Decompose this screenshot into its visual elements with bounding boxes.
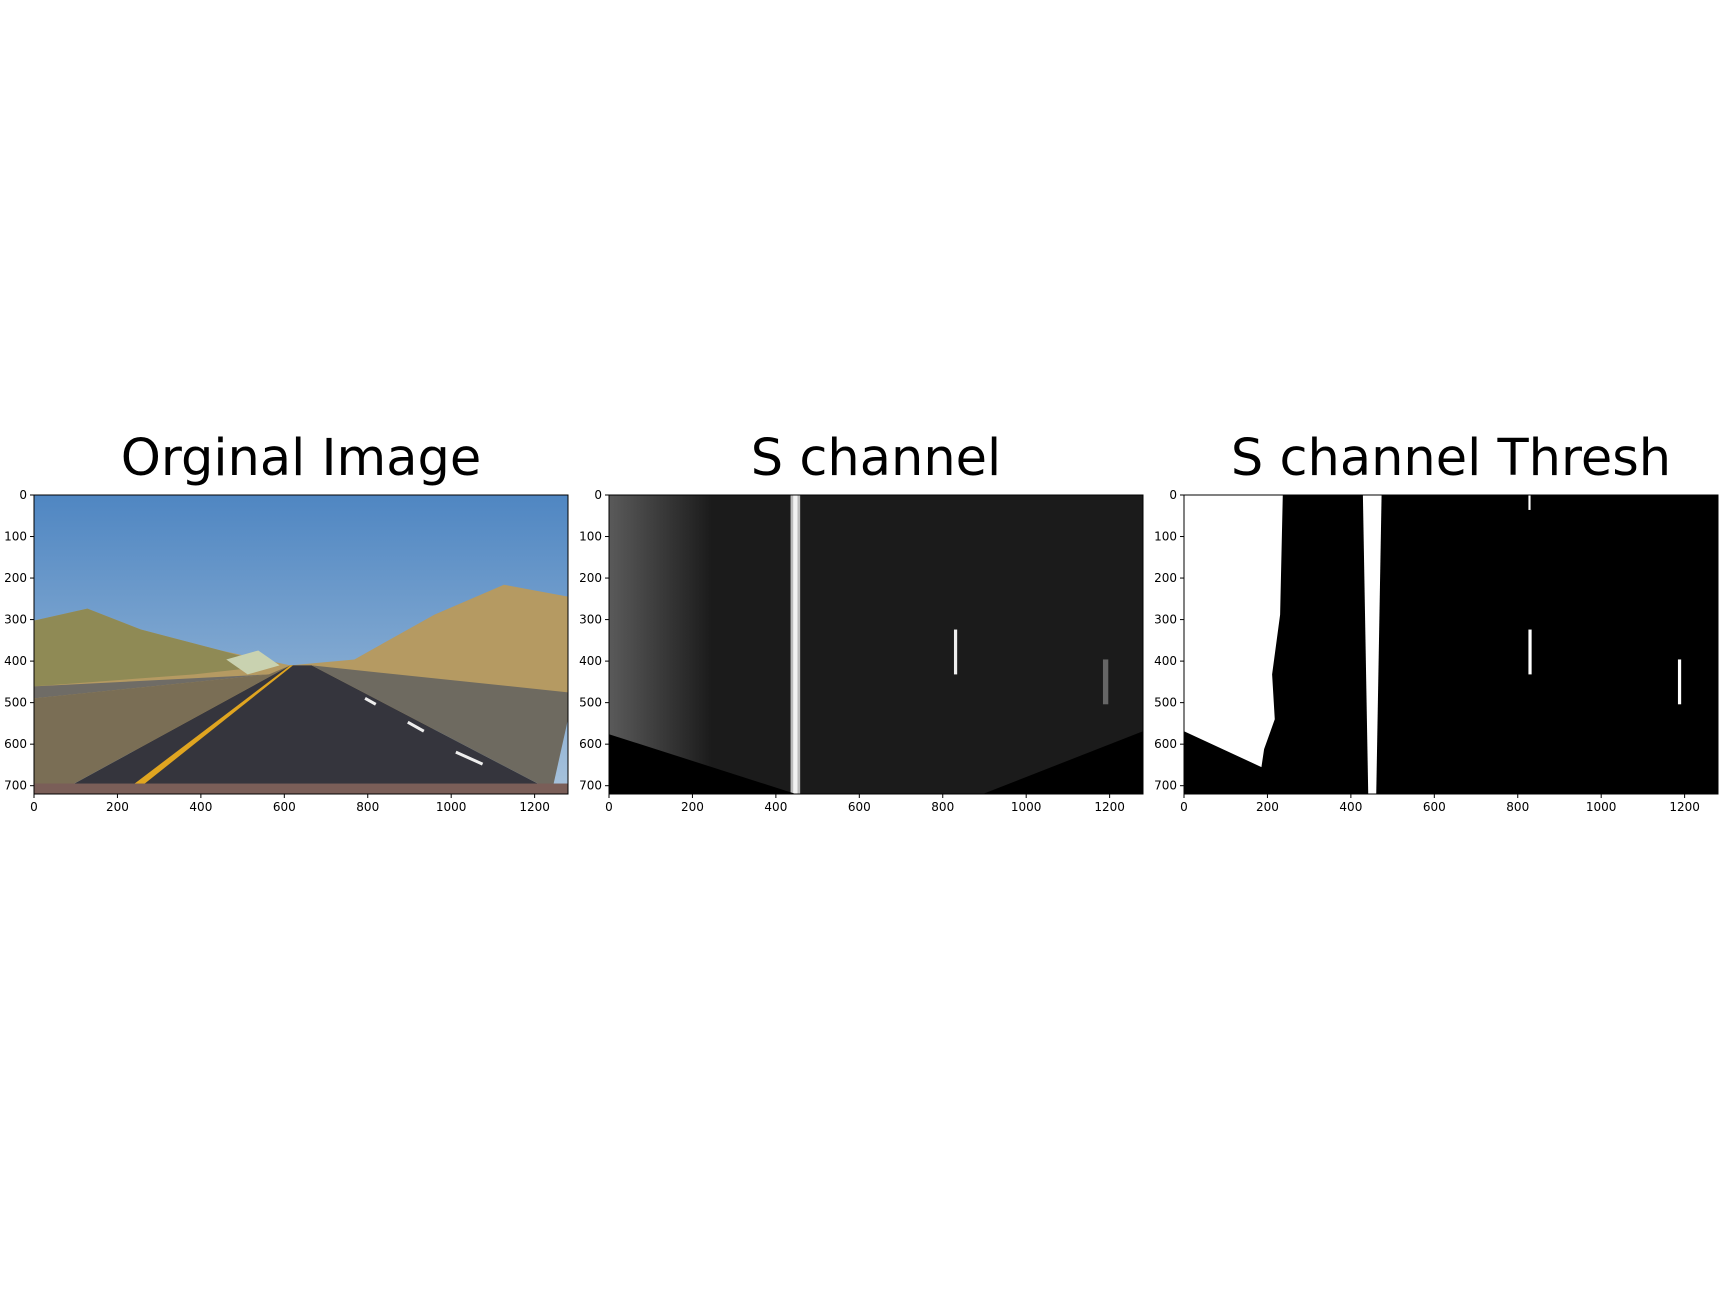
x-tick-label: 800 [931,800,954,814]
image-region [226,650,280,675]
image-region [1102,659,1109,705]
image-region [34,665,291,792]
y-tick-label: 200 [1154,571,1177,585]
image-region [1528,629,1532,675]
x-tick-label: 1000 [1586,800,1617,814]
x-tick-label: 800 [1506,800,1529,814]
y-tick-label: 700 [1154,779,1177,793]
image-region [364,697,377,706]
x-tick-label: 600 [1423,800,1446,814]
image-region [34,608,275,687]
image-region [1184,495,1283,768]
panel-title: Orginal Image [121,429,481,488]
y-tick-label: 700 [4,779,27,793]
x-tick-label: 1000 [1011,800,1042,814]
image-region [982,731,1143,794]
y-tick-label: 600 [1154,737,1177,751]
image-region [60,665,552,792]
x-tick-label: 600 [848,800,871,814]
image-region [1528,495,1531,510]
image-region [34,783,568,794]
y-tick-label: 200 [4,571,27,585]
x-tick-label: 400 [764,800,787,814]
y-tick-label: 300 [579,613,602,627]
x-tick-label: 800 [356,800,379,814]
axes-frame [608,494,1144,795]
x-tick-label: 200 [1256,800,1279,814]
image-region [1362,495,1382,794]
x-tick-label: 200 [106,800,129,814]
image-region [609,734,796,794]
y-tick-label: 400 [1154,654,1177,668]
y-tick-label: 100 [579,530,602,544]
x-tick-label: 1200 [1094,800,1125,814]
y-tick-label: 300 [1154,613,1177,627]
x-tick-label: 600 [273,800,296,814]
image-region [793,495,798,794]
y-tick-label: 500 [1154,696,1177,710]
y-tick-label: 700 [579,779,602,793]
panel [34,495,568,794]
y-tick-label: 400 [4,654,27,668]
y-tick-label: 100 [1154,530,1177,544]
image-region [311,665,568,792]
y-tick-label: 500 [579,696,602,710]
y-tick-label: 100 [4,530,27,544]
x-tick-label: 200 [681,800,704,814]
x-tick-label: 1200 [1669,800,1700,814]
x-tick-label: 0 [605,800,613,814]
y-tick-label: 0 [594,488,602,502]
y-tick-label: 0 [1169,488,1177,502]
image-region [953,629,958,675]
x-tick-label: 1200 [519,800,550,814]
panel-title: S channel Thresh [1231,429,1671,488]
image-region [1677,659,1682,705]
panel [1184,495,1718,794]
y-tick-label: 200 [579,571,602,585]
y-tick-label: 600 [4,737,27,751]
x-tick-label: 1000 [436,800,467,814]
x-tick-label: 0 [30,800,38,814]
y-tick-label: 0 [19,488,27,502]
x-tick-label: 400 [189,800,212,814]
image-region [34,674,269,699]
image-region [455,750,484,766]
x-tick-label: 400 [1339,800,1362,814]
x-tick-label: 0 [1180,800,1188,814]
axes-frame [1183,494,1719,795]
panel [609,495,1143,794]
y-tick-label: 400 [579,654,602,668]
image-region [124,665,293,792]
y-tick-label: 500 [4,696,27,710]
image-region [407,720,425,733]
y-tick-label: 600 [579,737,602,751]
axes-frame [33,494,569,795]
panel-title: S channel [751,429,1001,488]
y-tick-label: 300 [4,613,27,627]
